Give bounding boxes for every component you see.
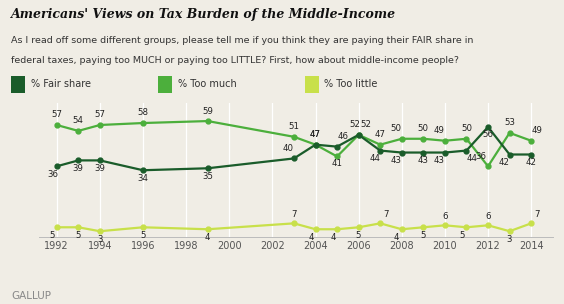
Text: 47: 47 xyxy=(310,130,321,139)
Text: 50: 50 xyxy=(418,124,429,133)
Text: 50: 50 xyxy=(461,124,472,133)
Text: 4: 4 xyxy=(330,233,336,242)
Text: 47: 47 xyxy=(374,130,386,139)
Text: 5: 5 xyxy=(356,231,362,240)
Text: 47: 47 xyxy=(310,130,321,139)
Text: 57: 57 xyxy=(51,110,62,119)
Text: 52: 52 xyxy=(349,120,360,129)
Text: 51: 51 xyxy=(288,122,299,131)
Text: 49: 49 xyxy=(434,126,445,135)
Text: 46: 46 xyxy=(337,132,348,141)
Text: 7: 7 xyxy=(383,210,389,219)
Text: 34: 34 xyxy=(138,174,148,183)
Text: 6: 6 xyxy=(485,212,491,221)
Text: % Too little: % Too little xyxy=(324,79,378,88)
Text: 5: 5 xyxy=(50,231,55,240)
Text: 41: 41 xyxy=(332,159,342,168)
Text: 3: 3 xyxy=(97,235,103,244)
Text: 54: 54 xyxy=(73,116,84,125)
Text: federal taxes, paying too MUCH or paying too LITTLE? First, how about middle-inc: federal taxes, paying too MUCH or paying… xyxy=(11,56,459,65)
Text: 56: 56 xyxy=(483,130,494,140)
Text: 43: 43 xyxy=(418,156,429,165)
Text: 49: 49 xyxy=(531,126,542,135)
Text: 58: 58 xyxy=(138,109,148,117)
Text: 39: 39 xyxy=(94,164,105,173)
Text: 5: 5 xyxy=(140,231,146,240)
Text: 59: 59 xyxy=(202,106,213,116)
Text: 6: 6 xyxy=(442,212,448,221)
Text: 40: 40 xyxy=(283,144,294,153)
Text: 42: 42 xyxy=(526,158,537,167)
Text: 35: 35 xyxy=(202,172,213,181)
Text: 57: 57 xyxy=(94,110,105,119)
Text: 42: 42 xyxy=(499,158,509,167)
Text: 3: 3 xyxy=(507,235,512,244)
Text: As I read off some different groups, please tell me if you think they are paying: As I read off some different groups, ple… xyxy=(11,36,474,46)
Text: % Too much: % Too much xyxy=(178,79,236,88)
Text: 36: 36 xyxy=(475,152,487,161)
Text: 5: 5 xyxy=(76,231,81,240)
Text: 5: 5 xyxy=(460,231,465,240)
Text: 4: 4 xyxy=(205,233,210,242)
Text: 50: 50 xyxy=(391,124,402,133)
Text: 43: 43 xyxy=(391,156,402,165)
Text: 53: 53 xyxy=(504,118,515,127)
Text: 36: 36 xyxy=(47,170,58,179)
Text: 52: 52 xyxy=(360,120,371,129)
Text: Americans' Views on Tax Burden of the Middle-Income: Americans' Views on Tax Burden of the Mi… xyxy=(11,8,396,21)
Text: 39: 39 xyxy=(73,164,83,173)
Text: 4: 4 xyxy=(394,233,399,242)
Text: 7: 7 xyxy=(534,210,539,219)
Text: 44: 44 xyxy=(369,154,380,163)
Text: 7: 7 xyxy=(291,210,297,219)
Text: 43: 43 xyxy=(434,156,445,165)
Text: 44: 44 xyxy=(466,154,478,163)
Text: GALLUP: GALLUP xyxy=(11,291,51,301)
Text: 5: 5 xyxy=(421,231,426,240)
Text: % Fair share: % Fair share xyxy=(31,79,91,88)
Text: 4: 4 xyxy=(309,233,314,242)
